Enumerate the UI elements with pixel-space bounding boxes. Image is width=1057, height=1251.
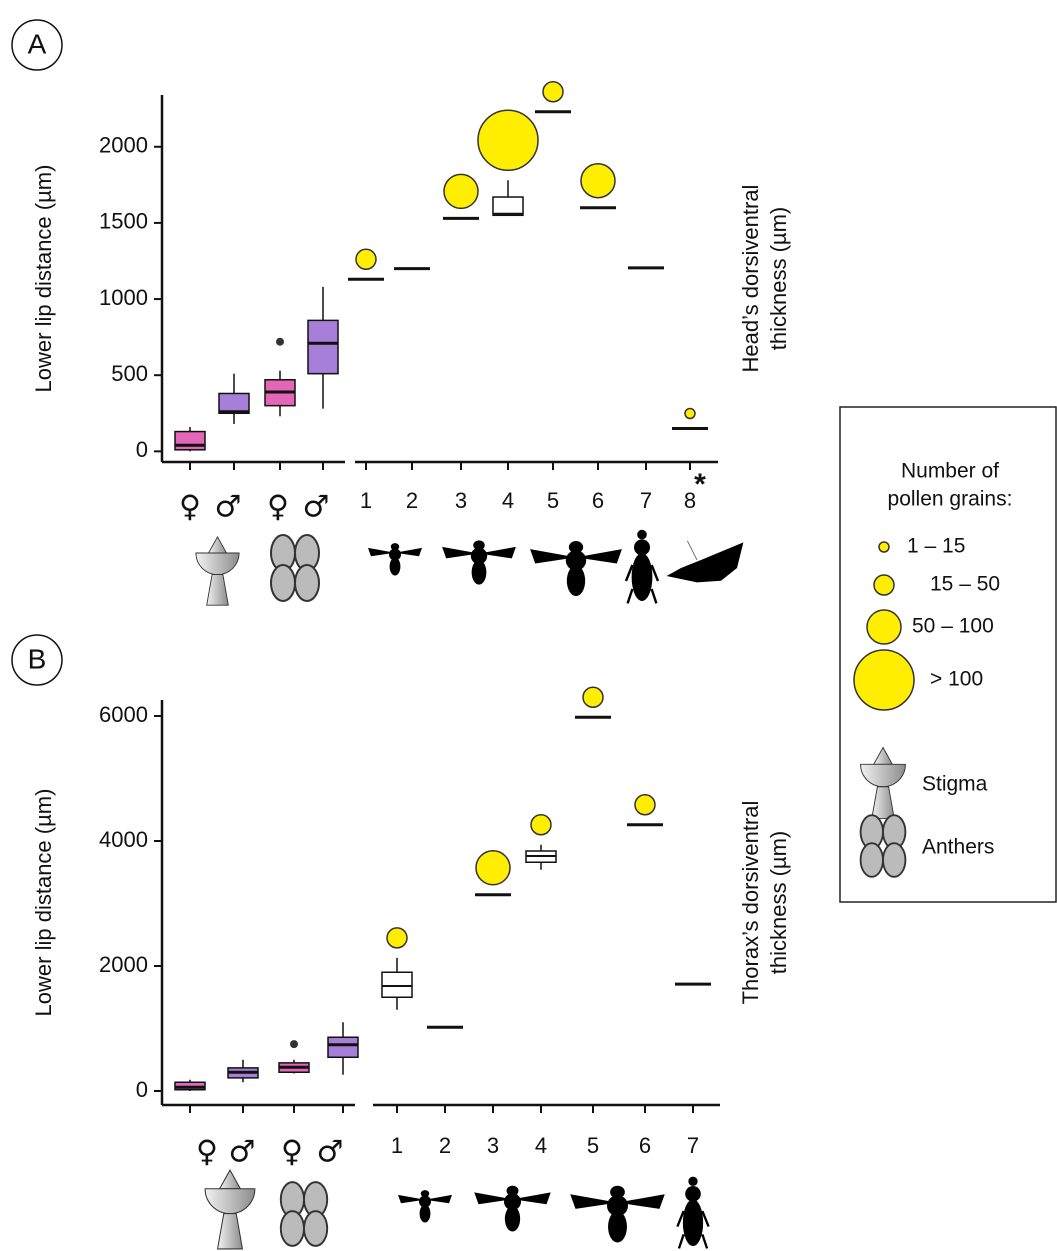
legend-title: pollen grains: [888,488,1013,511]
pollinator-icon [398,1190,452,1223]
pollinator-icon [530,541,622,597]
pollen-circle [477,109,539,172]
panel-label: A [28,28,47,59]
right-axis-label: thickness (µm) [766,207,791,350]
legend-label: Stigma [922,773,988,796]
sex-symbol: ♀ [196,1135,218,1170]
x-tick-label: 6 [592,488,604,513]
pollen-circle [582,686,604,708]
x-tick-label: 2 [406,488,418,513]
x-tick-label: 3 [455,488,467,513]
pollen-circle [355,248,377,271]
pollinator-icon [666,540,744,583]
box [307,319,339,375]
box [218,392,250,415]
legend-label: Anthers [922,836,994,859]
y-tick-label: 1000 [99,285,148,310]
x-tick-label: 5 [547,488,559,513]
x-tick-label: 7 [687,1133,699,1158]
panel-label-circle [11,634,63,686]
pollen-circle [542,81,564,103]
legend-circle [866,609,902,645]
right-axis-label: thickness (µm) [766,831,791,974]
legend-label: 15 – 50 [930,573,1000,596]
y-tick-label: 0 [136,437,148,462]
x-tick-label: 3 [487,1133,499,1158]
y-axis-label: Lower lip distance (µm) [31,165,56,393]
sex-symbol: ♀ [267,490,289,525]
box [174,430,206,451]
pollen-circle [684,407,696,420]
pollinator-icon [442,540,516,585]
legend-label: 1 – 15 [907,535,965,558]
right-axis-label: Head’s dorsiventral [738,185,763,373]
outlier [290,1040,298,1049]
pollen-circle [634,794,656,816]
y-tick-label: 2000 [99,952,148,977]
anthers-icon [279,1181,329,1247]
y-tick-label: 6000 [99,702,148,727]
x-tick-label: 6 [639,1133,651,1158]
sex-symbol: ♂ [229,1135,256,1170]
y-tick-label: 500 [111,361,148,386]
sex-symbol: ♂ [215,490,242,525]
right-axis-label: Thorax’s dorsiventral [738,801,763,1005]
y-tick-label: 0 [136,1077,148,1102]
legend-title: Number of [901,460,999,483]
annotation: * [694,468,706,501]
x-tick-label: 7 [640,488,652,513]
y-axis-label: Lower lip distance (µm) [31,789,56,1017]
box [381,971,413,998]
legend-circle [878,541,890,553]
x-tick-label: 2 [439,1133,451,1158]
legend-circle [873,574,895,596]
pollinator-icon [474,1185,551,1232]
stigma-icon [204,1169,256,1250]
x-tick-label: 1 [360,488,372,513]
y-tick-label: 4000 [99,827,148,852]
panel-label-circle [11,19,63,71]
x-tick-label: 4 [502,488,514,513]
x-tick-label: 4 [535,1133,547,1158]
anthers-icon [269,533,321,603]
pollen-circle [386,927,408,949]
x-tick-label: 1 [391,1133,403,1158]
pictograms [195,528,744,1250]
legend-label: > 100 [930,668,983,691]
panel-label: B [28,643,47,674]
box [327,1036,359,1058]
sex-symbol: ♀ [179,490,201,525]
y-tick-label: 2000 [99,133,148,158]
box [492,196,524,217]
y-tick-label: 1500 [99,209,148,234]
pollinator-icon [624,528,660,605]
legend-circle [853,649,915,711]
x-tick-label: 5 [587,1133,599,1158]
pollinator-icon [570,1185,665,1243]
pollen-circle [580,162,616,199]
sex-symbol: ♂ [303,490,330,525]
pollinator-icon [368,543,422,576]
sex-symbol: ♀ [281,1135,303,1170]
pollen-circle [475,850,511,886]
pollen-circle [530,814,552,836]
legend-label: 50 – 100 [912,615,994,638]
pollen-circle [443,173,479,210]
stigma-icon [195,536,240,606]
x-tick-label: 8 [684,488,696,513]
pollinator-icon [676,1175,710,1250]
outlier [276,337,284,346]
sex-symbol: ♂ [317,1135,344,1170]
